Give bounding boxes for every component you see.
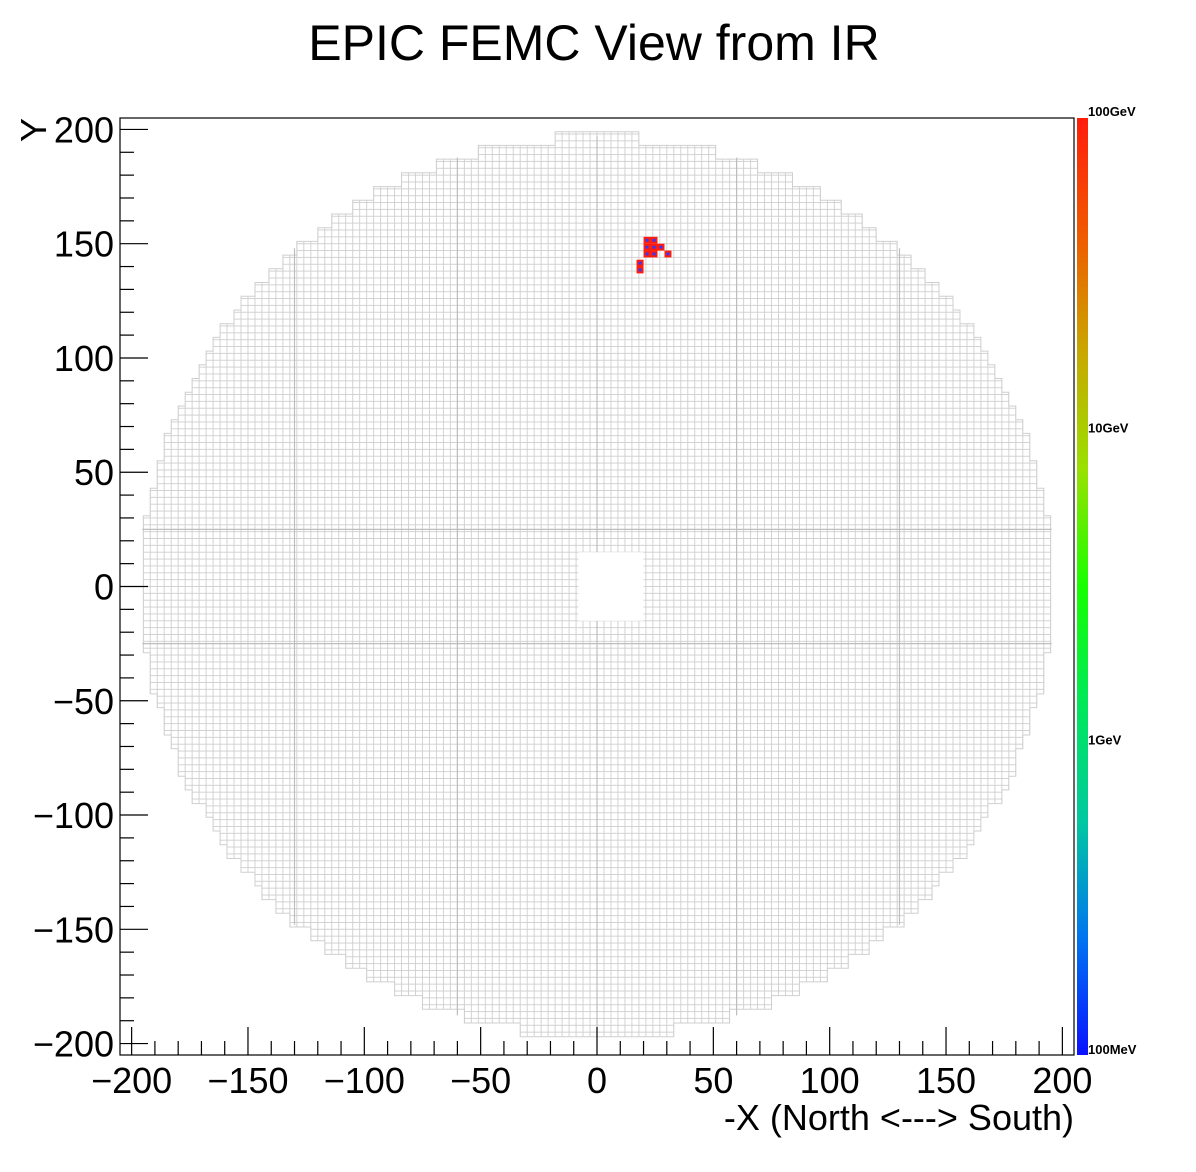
y-tick-label: 150 — [54, 224, 114, 265]
y-tick-label: −200 — [33, 1024, 114, 1065]
chart-title: EPIC FEMC View from IR — [308, 15, 879, 71]
colorbar-label: 100GeV — [1088, 104, 1136, 119]
x-tick-labels: −200 −150 −100 −50 0 50 100 150 200 — [91, 1060, 1092, 1101]
hit-cell — [636, 259, 644, 267]
x-tick-label: 200 — [1032, 1060, 1092, 1101]
x-axis-label: -X (North <---> South) — [724, 1097, 1074, 1138]
y-tick-label: 0 — [94, 567, 114, 608]
colorbar-label: 1GeV — [1088, 733, 1122, 748]
hit-cells — [636, 236, 672, 274]
hit-cell — [650, 250, 658, 258]
y-tick-label: 200 — [54, 109, 114, 150]
x-tick-label: 0 — [587, 1060, 607, 1101]
x-tick-label: 100 — [800, 1060, 860, 1101]
colorbar-label: 100MeV — [1088, 1042, 1137, 1057]
x-tick-label: 150 — [916, 1060, 976, 1101]
hit-cell — [643, 243, 651, 251]
hit-cell — [636, 266, 644, 274]
hit-cell — [650, 236, 658, 244]
colorbar-labels: 100GeV 10GeV 1GeV 100MeV — [1088, 104, 1137, 1057]
hit-cell — [643, 236, 651, 244]
hit-cell — [657, 243, 665, 251]
colorbar-label: 10GeV — [1088, 420, 1129, 435]
hit-cell — [664, 250, 672, 258]
beam-pipe-hole — [578, 552, 644, 621]
x-tick-label: 50 — [693, 1060, 733, 1101]
x-tick-label: −50 — [450, 1060, 511, 1101]
y-tick-label: 100 — [54, 338, 114, 379]
y-tick-label: 50 — [74, 452, 114, 493]
y-tick-label: −100 — [33, 795, 114, 836]
y-tick-label: −50 — [53, 681, 114, 722]
x-tick-label: −100 — [324, 1060, 405, 1101]
x-tick-label: −200 — [91, 1060, 172, 1101]
hit-cell — [643, 250, 651, 258]
axis-ticks — [120, 128, 1063, 1055]
y-axis-label: Y — [13, 118, 54, 142]
detector-cells — [142, 131, 1052, 1038]
hit-cell — [650, 243, 658, 251]
x-tick-label: −150 — [207, 1060, 288, 1101]
y-tick-labels: −200 −150 −100 −50 0 50 100 150 200 — [33, 109, 114, 1064]
colorbar — [1077, 118, 1088, 1055]
y-tick-label: −150 — [33, 909, 114, 950]
